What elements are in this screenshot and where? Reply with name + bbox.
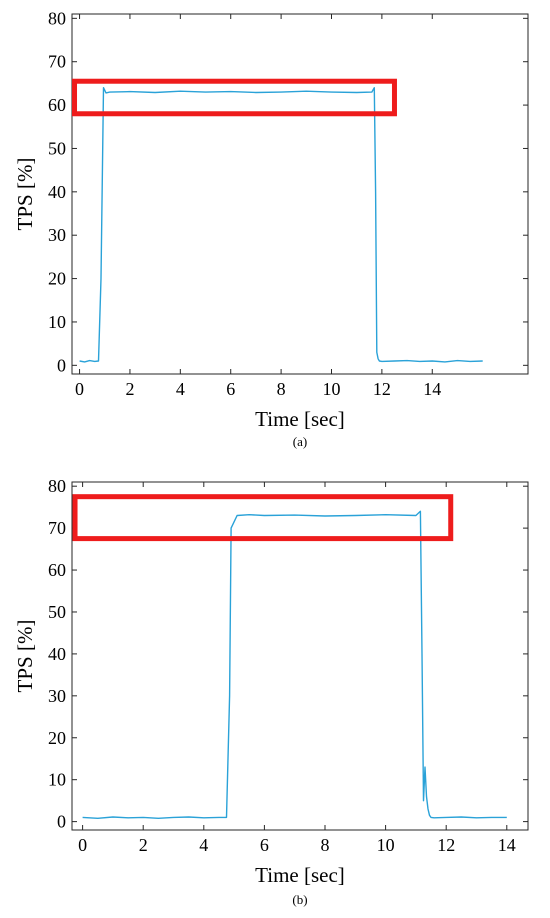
chart-panel-b: 0 2 4 6 8 10 12 14 0 10 20 30 40 50 60 70 80 Time [sec] TP… <box>0 468 550 918</box>
y-tick-label-a: 70 <box>48 52 66 72</box>
chart-b-svg: 0 2 4 6 8 10 12 14 0 10 20 30 40 50 60 70 80 Time [sec] TP… <box>13 476 529 907</box>
y-tick-label-a: 30 <box>48 225 66 245</box>
y-axis-title-a: TPS [%] <box>13 158 37 231</box>
y-tick-label-a: 50 <box>48 138 66 158</box>
x-tick-label-b: 2 <box>139 835 148 855</box>
y-tick-label-b: 30 <box>48 686 66 706</box>
y-tick-label-b: 60 <box>48 560 66 580</box>
tps-series-line-a <box>79 86 483 363</box>
y-tick-label-a: 60 <box>48 95 66 115</box>
tps-series-line-b <box>82 510 507 819</box>
y-tick-label-b: 70 <box>48 518 66 538</box>
x-tick-label-b: 12 <box>437 835 455 855</box>
y-tick-label-a: 0 <box>57 355 66 375</box>
x-tick-label-b: 4 <box>199 835 208 855</box>
y-tick-label-b: 80 <box>48 476 66 496</box>
highlight-box-a <box>72 78 397 117</box>
y-tick-label-b: 0 <box>57 812 66 832</box>
x-tick-label-b: 0 <box>78 835 87 855</box>
y-tick-label-b: 10 <box>48 770 66 790</box>
plot-frame-b <box>71 481 529 831</box>
x-tick-label-b: 6 <box>260 835 269 855</box>
x-tick-label-a: 8 <box>277 379 286 399</box>
y-tick-label-b: 20 <box>48 728 66 748</box>
x-tick-label-b: 8 <box>320 835 329 855</box>
x-tick-label-a: 6 <box>226 379 235 399</box>
highlight-box-b <box>72 494 454 542</box>
x-axis-title-a: Time [sec] <box>255 407 345 431</box>
x-tick-label-a: 12 <box>373 379 391 399</box>
x-axis-title-b: Time [sec] <box>255 863 345 887</box>
x-tick-label-a: 10 <box>322 379 340 399</box>
chart-a-svg: 0 2 4 6 8 10 12 14 0 10 20 30 40 50 60 70 80 Time [sec] TP… <box>13 8 529 449</box>
figure-caption-b: (b) <box>292 892 307 907</box>
y-tick-label-a: 40 <box>48 182 66 202</box>
y-axis-title-b: TPS [%] <box>13 620 37 693</box>
x-tick-label-b: 10 <box>377 835 395 855</box>
figure-caption-a: (a) <box>293 434 307 449</box>
y-tick-label-b: 50 <box>48 602 66 622</box>
x-tick-label-a: 4 <box>176 379 185 399</box>
plot-frame-a <box>71 13 529 375</box>
y-tick-label-a: 20 <box>48 269 66 289</box>
x-tick-label-a: 0 <box>75 379 84 399</box>
x-tick-label-b: 14 <box>498 835 516 855</box>
y-tick-label-a: 10 <box>48 312 66 332</box>
chart-panel-a: 0 2 4 6 8 10 12 14 0 10 20 30 40 50 60 70 80 Time [sec] TP… <box>0 0 550 455</box>
x-tick-label-a: 14 <box>423 379 441 399</box>
y-tick-label-a: 80 <box>48 8 66 28</box>
x-tick-label-a: 2 <box>125 379 134 399</box>
y-tick-label-b: 40 <box>48 644 66 664</box>
